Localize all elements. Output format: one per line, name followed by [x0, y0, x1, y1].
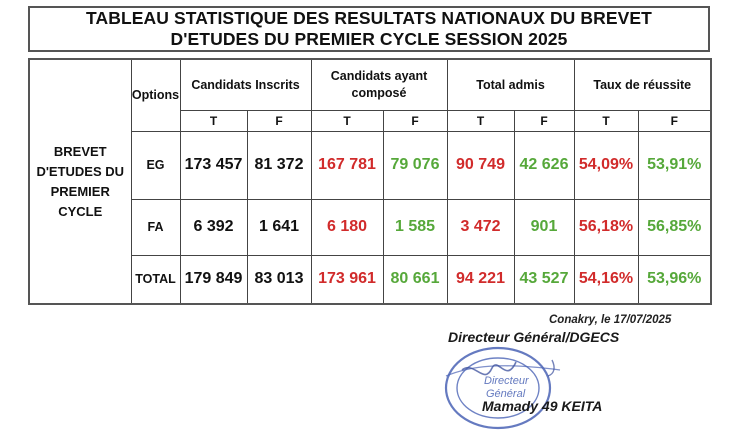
total-admis-filles: 43 527 — [513, 254, 575, 305]
subheader-inscrits-f: F — [246, 109, 312, 132]
title-line-1: TABLEAU STATISTIQUE DES RESULTATS NATION… — [86, 8, 652, 28]
fa-admis-filles: 901 — [513, 198, 575, 256]
subheader-row: T F T F T F T F — [29, 109, 712, 132]
subheader-composes-f: F — [382, 109, 448, 132]
total-inscrits-total: 179 849 — [179, 254, 248, 305]
fa-taux-filles: 56,85% — [637, 198, 712, 256]
eg-admis-total: 90 749 — [446, 130, 515, 200]
total-taux-filles: 53,96% — [637, 254, 712, 305]
fa-admis-total: 3 472 — [446, 198, 515, 256]
total-composes-filles: 80 661 — [382, 254, 448, 305]
fa-inscrits-total: 6 392 — [179, 198, 248, 256]
eg-composes-filles: 79 076 — [382, 130, 448, 200]
admis-header: Total admis — [446, 58, 575, 111]
option-total: TOTAL — [130, 254, 181, 305]
total-taux-total: 54,16% — [573, 254, 639, 305]
header-row: BREVET D'ETUDES DU PREMIER CYCLE Options… — [28, 58, 712, 305]
title-line-2: D'ETUDES DU PREMIER CYCLE SESSION 2025 — [170, 29, 568, 49]
fa-composes-filles: 1 585 — [382, 198, 448, 256]
options-header: Options — [130, 58, 181, 132]
exam-label: BREVET D'ETUDES DU PREMIER CYCLE — [36, 143, 125, 219]
total-inscrits-filles: 83 013 — [246, 254, 312, 305]
official-stamp: Directeur Général — [444, 346, 561, 430]
svg-text:Général: Général — [486, 388, 526, 400]
signatory-title: Directeur Général/DGECS — [448, 329, 620, 345]
table-row: TOTAL 179 849 83 013 173 961 80 661 94 2… — [29, 254, 712, 305]
eg-inscrits-total: 173 457 — [179, 130, 248, 200]
table-row: FA 6 392 1 641 6 180 1 585 3 472 901 56,… — [29, 198, 712, 256]
total-composes-total: 173 961 — [310, 254, 384, 305]
eg-taux-filles: 53,91% — [637, 130, 712, 200]
place-date: Conakry, le 17/07/2025 — [549, 314, 672, 326]
option-eg: EG — [130, 130, 181, 200]
results-table: BREVET D'ETUDES DU PREMIER CYCLE Options… — [28, 58, 713, 305]
subheader-taux-f: F — [637, 109, 712, 132]
fa-taux-total: 56,18% — [573, 198, 639, 256]
fa-inscrits-filles: 1 641 — [246, 198, 312, 256]
option-fa: FA — [130, 198, 181, 256]
eg-admis-filles: 42 626 — [513, 130, 575, 200]
subheader-inscrits-t: T — [179, 109, 248, 132]
eg-inscrits-filles: 81 372 — [246, 130, 312, 200]
exam-label-cell: BREVET D'ETUDES DU PREMIER CYCLE — [28, 58, 132, 305]
eg-taux-total: 54,09% — [573, 130, 639, 200]
fa-composes-total: 6 180 — [310, 198, 384, 256]
svg-text:Directeur: Directeur — [484, 375, 530, 387]
signatory-name: Mamady 49 KEITA — [482, 398, 603, 414]
table-row: EG 173 457 81 372 167 781 79 076 90 749 … — [29, 130, 712, 200]
composes-header: Candidats ayant composé — [310, 58, 448, 111]
subheader-composes-t: T — [310, 109, 384, 132]
eg-composes-total: 167 781 — [310, 130, 384, 200]
document-title: TABLEAU STATISTIQUE DES RESULTATS NATION… — [28, 6, 710, 52]
subheader-admis-f: F — [513, 109, 575, 132]
inscrits-header: Candidats Inscrits — [179, 58, 312, 111]
subheader-admis-t: T — [446, 109, 515, 132]
taux-header: Taux de réussite — [573, 58, 712, 111]
total-admis-total: 94 221 — [446, 254, 515, 305]
subheader-taux-t: T — [573, 109, 639, 132]
